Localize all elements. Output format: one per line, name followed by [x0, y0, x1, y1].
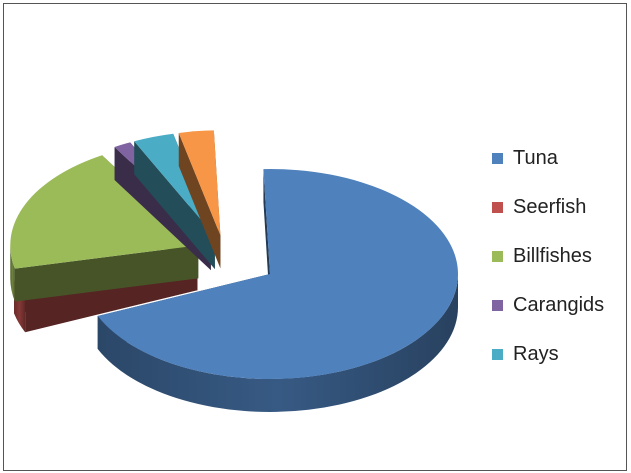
- legend-item-carangids: Carangids: [492, 293, 604, 317]
- slice-tuna-wall-start: [263, 169, 270, 307]
- legend-swatch-carangids: [492, 299, 503, 311]
- legend-label-billfishes: Billfishes: [513, 244, 592, 267]
- legend-label-seerfish: Seerfish: [513, 195, 587, 218]
- legend-label-tuna: Tuna: [513, 146, 558, 169]
- legend-swatch-rays: [492, 348, 503, 360]
- legend-item-rays: Rays: [492, 342, 559, 366]
- slice-tuna-side: [97, 274, 458, 413]
- legend-swatch-tuna: [492, 152, 503, 164]
- slice-rays-top: [134, 133, 215, 237]
- slice-others: [178, 130, 221, 269]
- legend-label-rays: Rays: [513, 342, 559, 365]
- slice-billfishes-wall-start: [14, 245, 199, 302]
- legend-item-billfishes: Billfishes: [492, 244, 592, 268]
- legend-item-seerfish: Seerfish: [492, 195, 586, 219]
- legend-item-tuna: Tuna: [492, 146, 558, 170]
- slice-rays-wall-start: [134, 141, 215, 270]
- legend-swatch-billfishes: [492, 250, 503, 262]
- slice-tuna-top: [97, 169, 459, 380]
- slice-billfishes-side: [10, 245, 15, 302]
- slice-others-top: [178, 130, 221, 236]
- pie-chart: [10, 130, 459, 413]
- slice-tuna: [97, 169, 459, 413]
- legend-swatch-seerfish: [492, 201, 503, 213]
- chart-frame: Tuna Seerfish Billfishes Carangids Rays: [3, 3, 627, 471]
- legend-label-carangids: Carangids: [513, 293, 605, 316]
- slice-others-wall-start: [178, 132, 221, 269]
- slice-billfishes-top: [10, 155, 199, 269]
